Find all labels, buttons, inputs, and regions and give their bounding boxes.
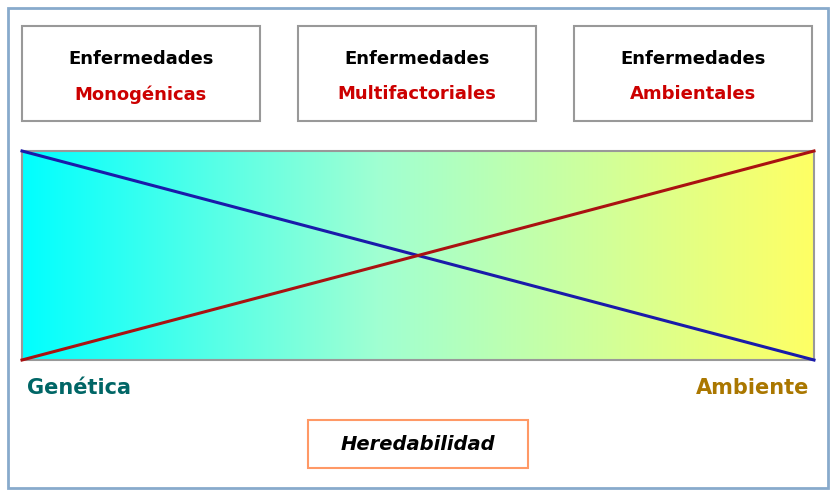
Bar bbox=[308, 420, 528, 468]
Bar bbox=[22, 26, 260, 121]
Text: Heredabilidad: Heredabilidad bbox=[341, 434, 495, 453]
Text: Multifactoriales: Multifactoriales bbox=[338, 85, 497, 103]
Bar bbox=[298, 26, 536, 121]
Text: Enfermedades: Enfermedades bbox=[344, 50, 490, 68]
Text: Genética: Genética bbox=[27, 378, 131, 398]
Text: Ambiente: Ambiente bbox=[696, 378, 809, 398]
Bar bbox=[574, 26, 812, 121]
Text: Ambientales: Ambientales bbox=[630, 85, 756, 103]
Bar bbox=[22, 151, 814, 360]
Text: Enfermedades: Enfermedades bbox=[620, 50, 766, 68]
Text: Monogénicas: Monogénicas bbox=[75, 85, 207, 104]
Text: Enfermedades: Enfermedades bbox=[69, 50, 214, 68]
